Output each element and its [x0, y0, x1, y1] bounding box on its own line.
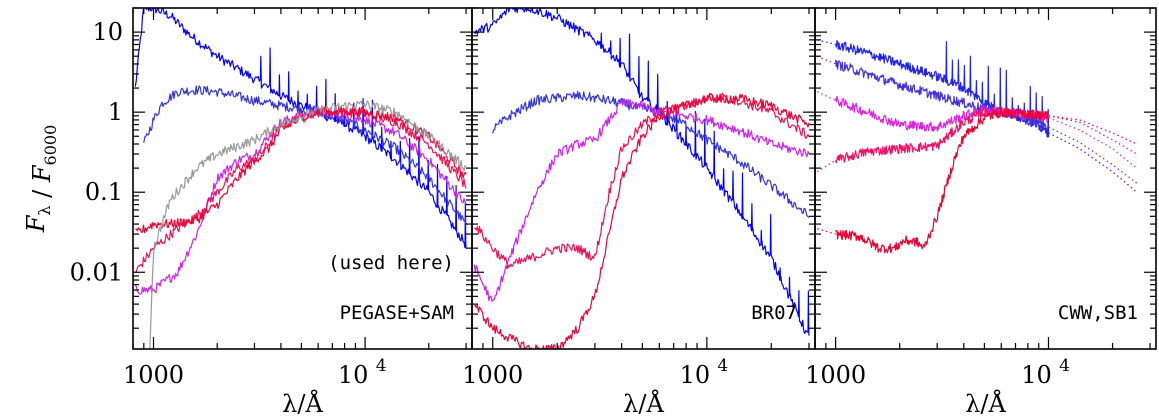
series-line-8	[817, 91, 836, 102]
series-line-2	[492, 90, 810, 219]
x-ticks	[132, 8, 467, 349]
series-line-10	[835, 107, 1049, 164]
series-line-3	[473, 98, 810, 302]
panel-1: 1000 10 4 10 1 0.1 0.01 PEGASE+SAM (used here)	[70, 7, 473, 389]
plot-area	[473, 8, 810, 349]
series-line-4	[474, 94, 810, 270]
x-tick-label: 1000	[462, 361, 523, 389]
panel-2: 1000 10 4 BR07	[462, 7, 816, 389]
series-line-4	[835, 59, 1050, 131]
y-ticks	[472, 7, 815, 329]
x-tick-label-exponent: 4	[1059, 356, 1070, 376]
x-tick-label: 10	[680, 361, 711, 389]
x-axis-label: λ/Å	[282, 389, 323, 418]
series-line-3	[1048, 132, 1138, 193]
series-line-6	[149, 100, 467, 349]
panel-label: PEGASE+SAM	[340, 302, 454, 324]
x-tick-label-exponent: 4	[717, 356, 728, 376]
series-line-13	[835, 107, 1049, 254]
series-line-1	[835, 40, 1050, 138]
x-ticks	[814, 8, 1151, 349]
panel-label: BR07	[751, 302, 797, 324]
panel-label: CWW,SB1	[1058, 302, 1138, 324]
plot-area	[816, 39, 1138, 254]
series-line-5	[817, 55, 836, 65]
x-ticks	[471, 8, 810, 349]
series-line-9	[1048, 117, 1138, 169]
x-tick-label: 10	[338, 361, 369, 389]
series-line-14	[817, 228, 836, 235]
panel-annotation: (used here)	[328, 252, 454, 274]
y-tick-label: 0.1	[85, 178, 123, 206]
y-ticks	[815, 7, 1156, 329]
series-line-1	[473, 8, 810, 336]
plot-area	[134, 8, 467, 349]
x-tick-label: 1000	[123, 361, 184, 389]
panel-frame	[814, 7, 1157, 350]
y-tick-label: 0.01	[70, 258, 123, 286]
series-line-11	[816, 159, 836, 173]
series-line-7	[835, 95, 1050, 132]
x-axis-label: λ/Å	[965, 389, 1006, 418]
y-tick-label: 10	[92, 18, 123, 46]
series-line-2	[817, 39, 836, 46]
panel-3: 1000 10 4 CWW,SB1	[805, 7, 1157, 389]
x-axis-label: λ/Å	[623, 389, 664, 418]
y-axis-label: Fλ / F6000	[22, 125, 60, 234]
series-line-12	[1048, 115, 1138, 155]
series-line-5	[135, 105, 467, 234]
panel-frame	[132, 7, 473, 350]
x-tick-label: 10	[1021, 361, 1052, 389]
x-tick-label: 1000	[805, 361, 866, 389]
x-tick-label-exponent: 4	[376, 356, 387, 376]
y-ticks	[133, 7, 472, 329]
series-line-6	[1048, 126, 1138, 184]
y-tick-label: 1	[108, 98, 123, 126]
